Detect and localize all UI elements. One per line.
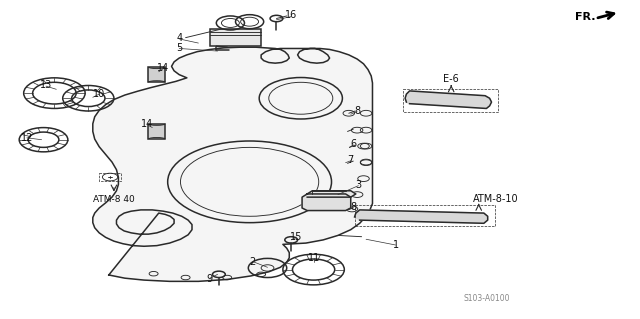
Text: ATM-8 40: ATM-8 40 — [93, 195, 135, 204]
Bar — [148, 67, 165, 82]
Bar — [99, 173, 121, 181]
Text: 8: 8 — [350, 202, 356, 212]
Text: 15: 15 — [289, 232, 302, 242]
Text: E-6: E-6 — [444, 74, 459, 84]
Text: FR.: FR. — [575, 11, 596, 22]
Text: 8: 8 — [354, 106, 360, 116]
Text: 12: 12 — [20, 133, 33, 143]
Text: 1: 1 — [392, 240, 399, 250]
Text: 3: 3 — [355, 180, 362, 190]
Bar — [355, 205, 495, 226]
Bar — [403, 89, 498, 112]
Text: 2: 2 — [250, 256, 256, 267]
Text: ATM-8-10: ATM-8-10 — [473, 194, 519, 204]
Text: 14: 14 — [141, 119, 154, 129]
Text: 13: 13 — [40, 80, 52, 91]
Text: 6: 6 — [350, 139, 356, 149]
Text: 5: 5 — [176, 43, 182, 53]
Polygon shape — [93, 47, 372, 281]
Polygon shape — [405, 91, 492, 108]
Text: 4: 4 — [176, 33, 182, 43]
Text: 7: 7 — [348, 155, 354, 165]
Text: 14: 14 — [157, 63, 170, 73]
Bar — [148, 124, 165, 139]
Bar — [210, 29, 261, 46]
Text: S103-A0100: S103-A0100 — [463, 294, 509, 303]
Text: 11: 11 — [307, 253, 320, 263]
Polygon shape — [307, 191, 356, 197]
Text: 10: 10 — [93, 89, 106, 99]
Polygon shape — [302, 194, 351, 211]
Text: 9: 9 — [207, 274, 213, 284]
Polygon shape — [355, 210, 488, 223]
Text: 16: 16 — [285, 10, 298, 20]
